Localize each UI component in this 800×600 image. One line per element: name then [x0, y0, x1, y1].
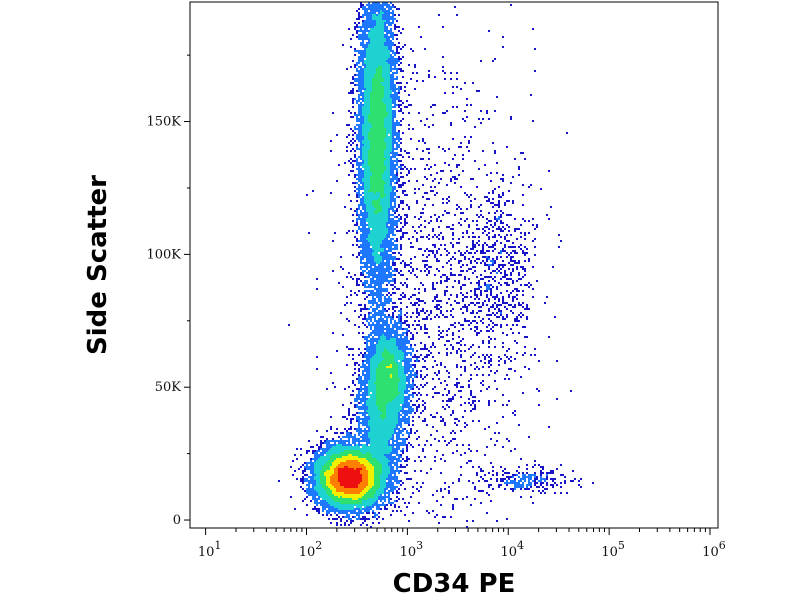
x-tick-label-base: 10: [601, 545, 618, 560]
y-axis-title: Side Scatter: [83, 175, 113, 355]
x-tick-label-base: 10: [702, 545, 719, 560]
plot-points-layer: [278, 2, 594, 528]
density-level-2-points: [304, 2, 548, 520]
density-level-3-points: [314, 10, 406, 510]
x-tick-label: 104: [500, 539, 524, 560]
x-tick-label: 101: [198, 539, 222, 560]
x-tick-label: 103: [400, 539, 424, 560]
density-level-7-points: [338, 466, 362, 488]
x-tick-label: 105: [601, 539, 625, 560]
x-tick-label-base: 10: [299, 545, 316, 560]
x-axis: 101 102 103 104 105 106: [198, 528, 726, 560]
x-tick-label-exponent: 4: [517, 539, 524, 552]
x-tick-label-exponent: 5: [618, 539, 625, 552]
x-tick-label-exponent: 2: [315, 539, 322, 552]
x-tick-label-base: 10: [500, 545, 517, 560]
x-tick-label: 102: [299, 539, 323, 560]
x-tick-label-base: 10: [400, 545, 417, 560]
plot-frame: [189, 1, 719, 529]
density-level-6-points: [330, 460, 368, 494]
density-level-5-points: [324, 364, 392, 500]
x-tick-label-base: 10: [198, 545, 215, 560]
x-tick-label-exponent: 6: [719, 539, 726, 552]
y-tick-label: 0: [173, 513, 181, 528]
y-tick-label: 50K: [155, 380, 182, 395]
density-level-1-points: [278, 2, 594, 528]
x-axis-title: CD34 PE: [393, 569, 516, 599]
y-axis: 0 50K 100K 150K: [146, 54, 190, 528]
x-tick-label: 106: [702, 539, 726, 560]
y-tick-label: 150K: [146, 115, 181, 130]
x-tick-label-exponent: 1: [214, 539, 221, 552]
y-tick-label: 100K: [146, 247, 181, 262]
density-level-4-points: [320, 66, 400, 504]
x-tick-label-exponent: 3: [416, 539, 423, 552]
